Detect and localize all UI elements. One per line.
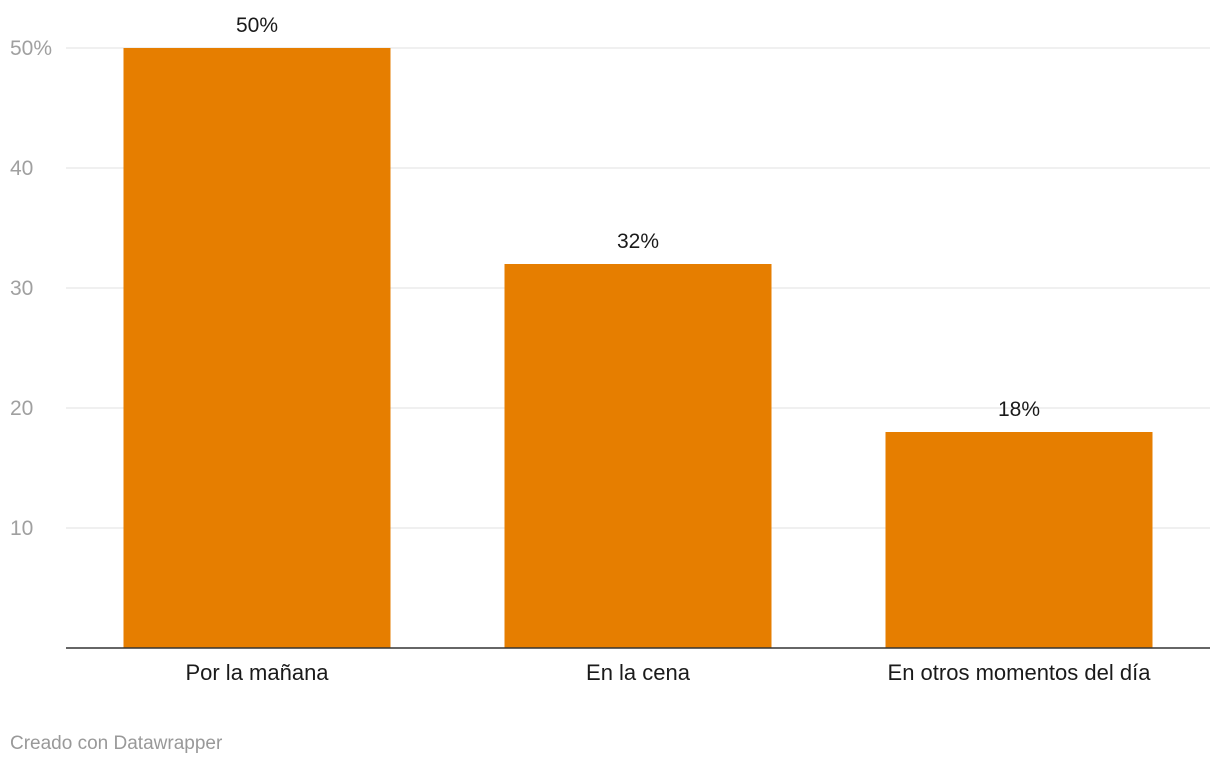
y-tick-label: 30 xyxy=(10,277,33,300)
x-tick-label: En otros momentos del día xyxy=(888,660,1152,685)
bar xyxy=(885,432,1153,648)
data-label: 18% xyxy=(998,398,1040,421)
x-tick-label: Por la mañana xyxy=(185,660,329,685)
data-label: 50% xyxy=(236,14,278,37)
bar xyxy=(123,48,391,648)
y-tick-label: 10 xyxy=(10,517,33,540)
x-tick-label: En la cena xyxy=(586,660,691,685)
credit-text: Creado con Datawrapper xyxy=(10,733,223,754)
y-tick-label: 50% xyxy=(10,37,52,60)
y-tick-label: 20 xyxy=(10,397,33,420)
y-tick-label: 40 xyxy=(10,157,33,180)
bar xyxy=(504,264,772,648)
bars xyxy=(123,48,1153,648)
bar-chart: 50% 32% 18% 10 20 30 40 50% Por la mañana En la … xyxy=(10,14,1210,685)
data-labels: 50% 32% 18% xyxy=(236,14,1040,421)
axes: 10 20 30 40 50% Por la mañana En la cena En otr… xyxy=(10,37,1210,685)
data-label: 32% xyxy=(617,230,659,253)
